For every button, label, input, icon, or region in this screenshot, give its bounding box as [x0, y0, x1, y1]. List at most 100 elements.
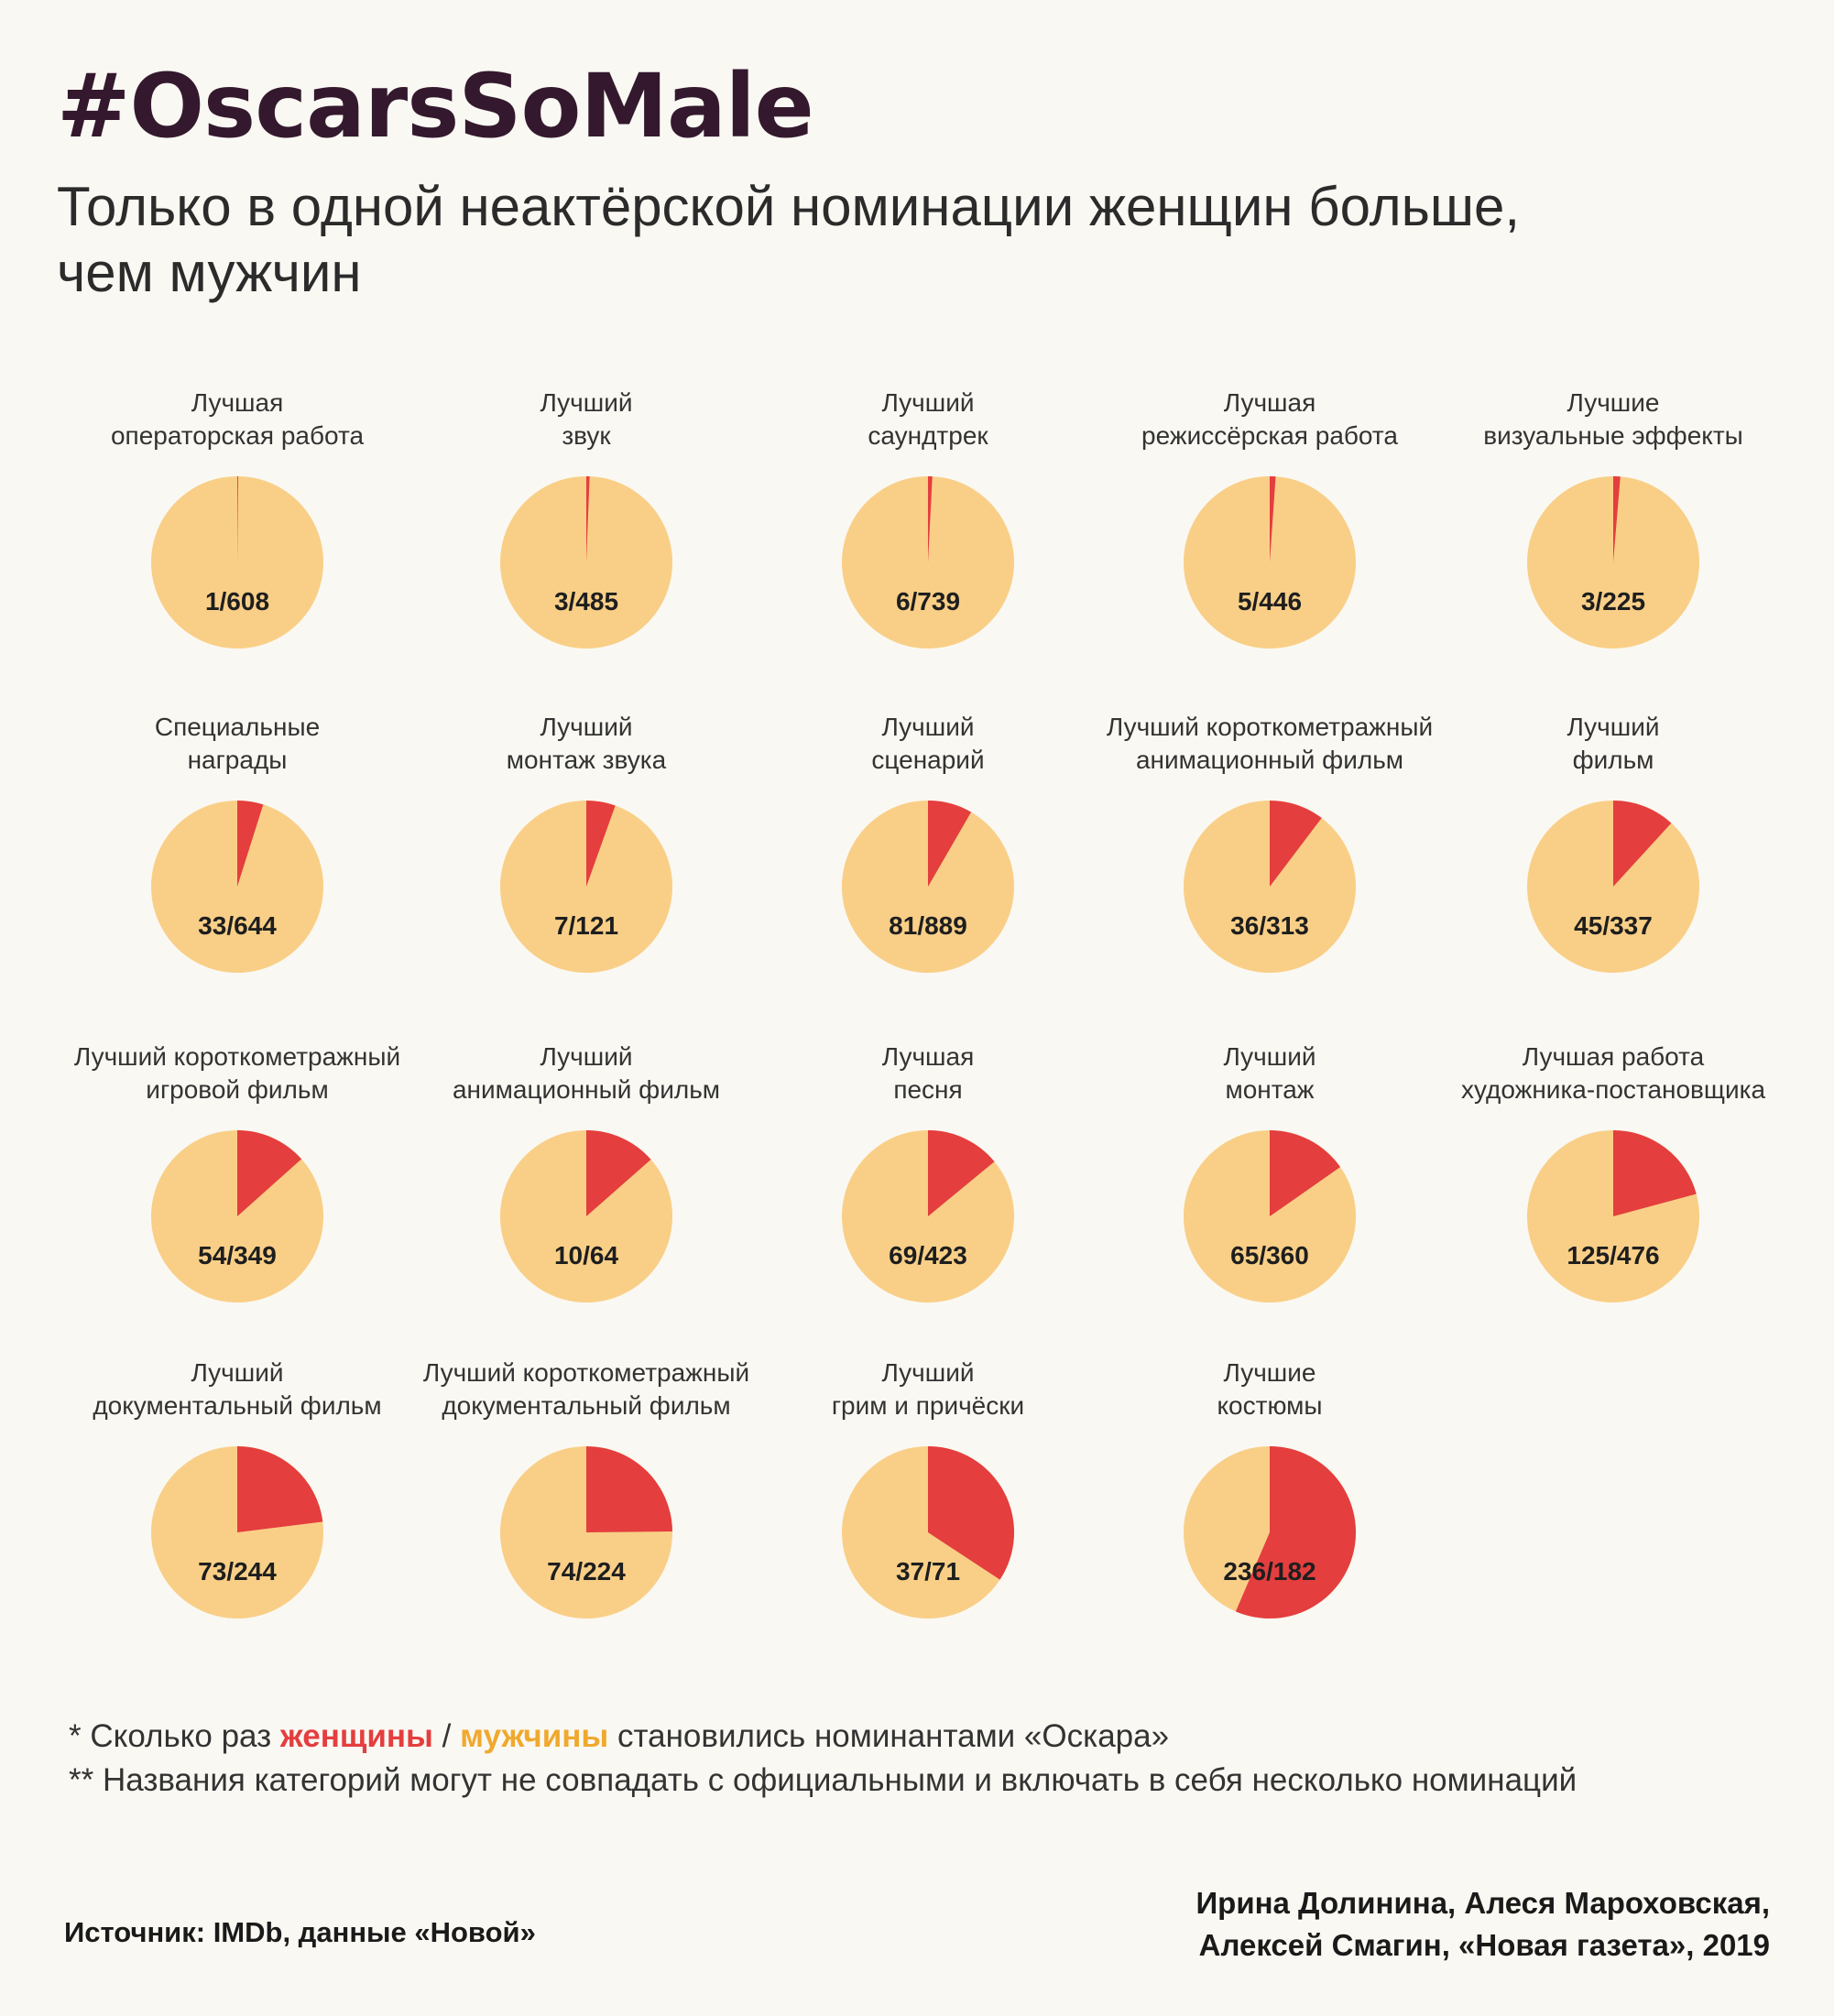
- credits: Ирина Долинина, Алеся Мароховская, Алекс…: [1195, 1882, 1770, 1967]
- pie-group: Лучший звук 3/485: [500, 388, 672, 648]
- category-label: Лучший: [881, 388, 974, 417]
- count-label: 33/644: [198, 911, 277, 940]
- pie-group: Лучшие костюмы 236/182: [1184, 1358, 1357, 1618]
- pie-slice-women: [586, 1446, 672, 1532]
- category-label: фильм: [1573, 746, 1654, 774]
- category-label: художника-постановщика: [1461, 1075, 1766, 1104]
- count-label: 10/64: [554, 1241, 618, 1270]
- count-label: 7/121: [554, 911, 618, 940]
- pie-group: Лучший фильм 45/337: [1527, 713, 1699, 973]
- count-label: 36/313: [1230, 911, 1309, 940]
- source-text: Источник: IMDb, данные «Новой»: [64, 1916, 536, 1948]
- category-label: Лучшая: [191, 388, 283, 417]
- count-label: 37/71: [896, 1557, 960, 1586]
- category-label: операторская работа: [111, 421, 365, 450]
- pie-group: Лучший анимационный фильм 10/64: [453, 1042, 720, 1302]
- pie-slice-women: [928, 1446, 1015, 1580]
- category-label: монтаж звука: [507, 746, 667, 774]
- category-label: игровой фильм: [146, 1075, 328, 1104]
- pie-slice-women: [1270, 801, 1322, 887]
- pie-slice-women: [1613, 1130, 1697, 1216]
- pie-group: Лучший саундтрек 6/739: [842, 388, 1014, 648]
- count-label: 69/423: [889, 1241, 967, 1270]
- pie-group: Лучший монтаж звука 7/121: [500, 713, 672, 973]
- category-label: песня: [893, 1075, 962, 1104]
- credits-line-1: Ирина Долинина, Алеся Мароховская,: [1195, 1886, 1770, 1920]
- category-label: Лучший короткометражный: [1107, 713, 1433, 741]
- count-label: 5/446: [1238, 587, 1302, 616]
- category-label: награды: [188, 746, 288, 774]
- pie-slice-women: [586, 800, 616, 887]
- pie-group: Специальные награды 33/644: [151, 713, 323, 973]
- category-label: Лучшая: [1224, 388, 1315, 417]
- pie-slice-women: [928, 1130, 995, 1216]
- category-label: грим и причёски: [832, 1391, 1024, 1420]
- pie-group: Лучший короткометражный анимационный филь…: [1107, 713, 1433, 973]
- category-label: сценарий: [871, 746, 984, 774]
- category-label: Лучший: [191, 1358, 283, 1387]
- pie-group: Лучший грим и причёски 37/71: [832, 1358, 1024, 1618]
- count-label: 1/608: [205, 587, 269, 616]
- legend-women: женщины: [279, 1718, 433, 1754]
- pie-slice-women: [237, 1130, 302, 1216]
- category-label: костюмы: [1217, 1391, 1322, 1420]
- notes: * Сколько раз женщины / мужчины становил…: [69, 1715, 1577, 1803]
- count-label: 81/889: [889, 911, 967, 940]
- category-label: Лучший: [1223, 1042, 1315, 1071]
- category-label: визуальные эффекты: [1483, 421, 1743, 450]
- count-label: 54/349: [198, 1241, 277, 1270]
- count-label: 65/360: [1230, 1241, 1309, 1270]
- category-label: Лучший: [540, 388, 632, 417]
- category-label: Лучший: [1567, 713, 1659, 741]
- category-note: ** Названия категорий могут не совпадать…: [69, 1762, 1577, 1798]
- pie-slice-women: [1613, 476, 1621, 562]
- category-label: анимационный фильм: [1136, 746, 1403, 774]
- category-label: Специальные: [155, 713, 320, 741]
- count-label: 74/224: [547, 1557, 626, 1586]
- pie-group: Лучшая операторская работа 1/608: [111, 388, 365, 648]
- count-label: 236/182: [1223, 1557, 1315, 1586]
- category-label: звук: [562, 421, 611, 450]
- chart-title: #OscarsSoMale: [57, 55, 814, 158]
- category-label: Лучшая: [882, 1042, 974, 1071]
- pie-slice-women: [586, 476, 590, 562]
- pie-slice-women: [928, 476, 933, 562]
- pie-group: Лучший короткометражный документальный фи…: [423, 1358, 749, 1618]
- pie-slice-women: [237, 801, 264, 887]
- pie-slice-women: [237, 476, 238, 562]
- pie-slice-women: [1235, 1446, 1357, 1618]
- category-label: документальный фильм: [442, 1391, 730, 1420]
- count-label: 73/244: [198, 1557, 277, 1586]
- category-label: Лучший: [540, 713, 632, 741]
- note-prefix: * Сколько раз: [69, 1718, 280, 1754]
- legend-note: * Сколько раз женщины / мужчины становил…: [69, 1715, 1577, 1759]
- pie-slice-women: [928, 801, 972, 887]
- note-suffix: становились номинантами «Оскара»: [608, 1718, 1170, 1754]
- count-label: 3/485: [554, 587, 618, 616]
- category-label: монтаж: [1225, 1075, 1314, 1104]
- subtitle-line-2: чем мужчин: [57, 242, 362, 303]
- pie-slice-women: [1270, 1130, 1341, 1216]
- count-label: 45/337: [1574, 911, 1653, 940]
- pie-group: Лучший сценарий 81/889: [842, 713, 1014, 973]
- category-label: Лучший: [881, 713, 974, 741]
- category-label: режиссёрская работа: [1141, 421, 1398, 450]
- legend-men: мужчины: [460, 1718, 609, 1754]
- note-separator: /: [432, 1718, 461, 1754]
- category-label: документальный фильм: [93, 1391, 381, 1420]
- pie-group: Лучшие визуальные эффекты 3/225: [1483, 388, 1743, 648]
- category-label: Лучший: [881, 1358, 974, 1387]
- pie-slice-women: [237, 1446, 323, 1532]
- pie-group: Лучший короткометражный игровой фильм 54/3…: [74, 1042, 400, 1302]
- chart-subtitle: Только в одной неактёрской номинации жен…: [57, 174, 1752, 306]
- category-label: саундтрек: [868, 421, 988, 450]
- subtitle-line-1: Только в одной неактёрской номинации жен…: [57, 176, 1521, 237]
- pie-group: Лучшая режиссёрская работа 5/446: [1141, 388, 1398, 648]
- category-label: Лучшая работа: [1523, 1042, 1705, 1071]
- pie-slice-women: [586, 1130, 651, 1216]
- category-label: Лучший: [540, 1042, 632, 1071]
- pie-slice-women: [1270, 476, 1276, 562]
- category-label: Лучший короткометражный: [423, 1358, 749, 1387]
- category-label: Лучший короткометражный: [74, 1042, 400, 1071]
- pie-group: Лучшая работа художника-постановщика 125/4…: [1461, 1042, 1766, 1302]
